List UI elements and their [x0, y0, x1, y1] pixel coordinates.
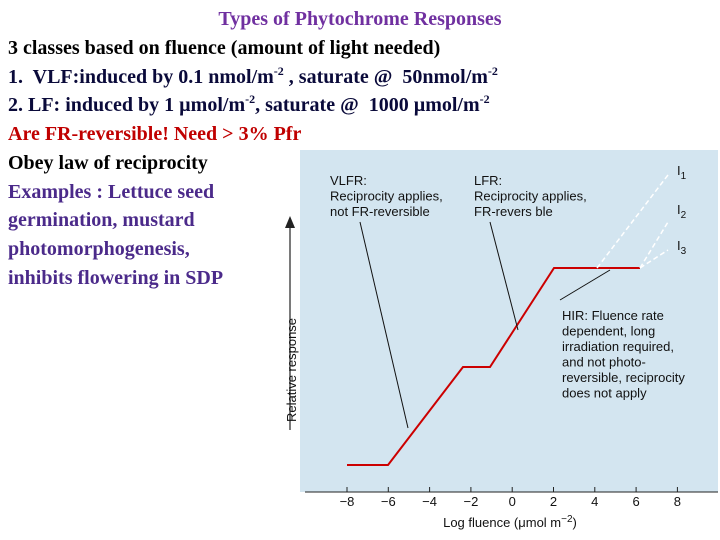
lfr-text: LFR:: [474, 173, 502, 188]
irradiance-i: I: [677, 163, 681, 178]
x-axis-label: Log fluence (μmol m−2): [443, 514, 577, 530]
text-run: Obey law of reciprocity: [8, 151, 208, 174]
x-tick-label: 6: [632, 494, 639, 509]
i3-line: [639, 249, 669, 269]
text-run: , saturate @ 1000 µmol/m: [255, 94, 480, 117]
irradiance-sub: 3: [681, 246, 687, 257]
irradiance-label: I1: [677, 163, 687, 182]
text-run: photomorphogenesis,: [8, 237, 190, 260]
irradiance-label: I3: [677, 238, 687, 257]
text-run: 1. VLF:induced by 0.1 nmol/m: [8, 65, 274, 88]
text-line: 3 classes based on fluence (amount of li…: [8, 36, 440, 60]
superscript: -2: [479, 92, 490, 107]
text-run: Examples : Lettuce seed: [8, 180, 215, 203]
text-line: 1. VLF:induced by 0.1 nmol/m-2 , saturat…: [8, 65, 498, 89]
irradiance-i: I: [677, 202, 681, 217]
i1-line: [596, 174, 669, 269]
vlfr-text: Reciprocity applies,: [330, 189, 443, 204]
hir-text: reversible, reciprocity: [562, 370, 685, 385]
superscript: -2: [245, 92, 256, 107]
x-tick-label: 4: [591, 494, 598, 509]
text-line: Obey law of reciprocity: [8, 151, 208, 175]
irradiance-label: I2: [677, 202, 687, 221]
irradiance-sub: 1: [681, 171, 687, 182]
y-axis-label: Relative response: [284, 318, 299, 422]
response-curve: [347, 267, 640, 466]
figure-panel: [300, 150, 718, 492]
text-run: 3 classes based on fluence (amount of li…: [8, 37, 441, 59]
x-label-text: Log fluence (μmol m: [443, 515, 561, 530]
hir-text: does not apply: [562, 386, 647, 401]
text-line: 2. LF: induced by 1 µmol/m-2, saturate @…: [8, 93, 490, 117]
text-run: Are FR-reversible! Need > 3% Pfr: [8, 123, 302, 146]
x-tick-label: −4: [422, 494, 437, 509]
arrow-head: [285, 216, 295, 228]
irradiance-sub: 2: [681, 210, 687, 221]
vlfr-text: VLFR:: [330, 173, 367, 188]
lfr-text: FR-revers ble: [474, 204, 553, 219]
leader-line: [559, 269, 611, 301]
hir-text: HIR: Fluence rate: [562, 308, 664, 323]
x-tick-label: 2: [550, 494, 557, 509]
x-tick-label: 8: [674, 494, 681, 509]
leader-line: [489, 221, 519, 331]
title: Types of Phytochrome Responses: [218, 8, 502, 30]
x-tick-label: −8: [340, 494, 355, 509]
i2-line: [639, 221, 669, 269]
text-line: photomorphogenesis,: [8, 237, 190, 261]
x-label-end: ): [573, 515, 577, 530]
text-run: , saturate @ 50nmol/m: [283, 65, 488, 88]
leader-line: [359, 221, 409, 429]
x-tick-label: −2: [463, 494, 478, 509]
text-line: inhibits flowering in SDP: [8, 266, 223, 290]
superscript: -2: [487, 63, 498, 78]
x-tick-label: 0: [509, 494, 516, 509]
text-run: 2. LF: induced by 1 µmol/m: [8, 94, 246, 117]
irradiance-i: I: [677, 238, 681, 253]
text-run: inhibits flowering in SDP: [8, 266, 224, 289]
text-line: Examples : Lettuce seed: [8, 180, 214, 204]
superscript: -2: [273, 63, 284, 78]
x-label-sup: −2: [561, 514, 573, 525]
hir-text: irradiation required,: [562, 339, 674, 354]
hir-text: dependent, long: [562, 324, 655, 339]
vlfr-text: not FR-reversible: [330, 204, 430, 219]
text-line: germination, mustard: [8, 208, 195, 232]
text-run: germination, mustard: [8, 209, 195, 232]
x-tick-label: −6: [381, 494, 396, 509]
hir-text: and not photo-: [562, 355, 646, 370]
text-line: Are FR-reversible! Need > 3% Pfr: [8, 122, 301, 146]
lfr-text: Reciprocity applies,: [474, 189, 587, 204]
